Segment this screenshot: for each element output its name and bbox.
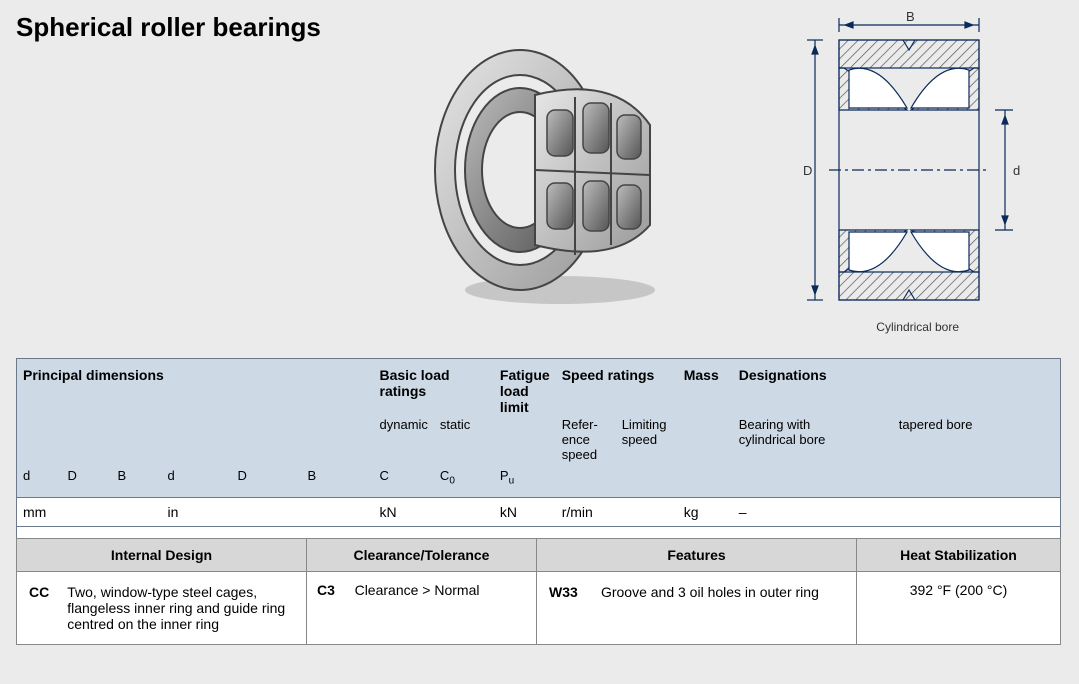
cell-features: W33 Groove and 3 oil holes in outer ring — [537, 572, 857, 645]
svg-text:D: D — [803, 163, 812, 178]
svg-text:d: d — [1013, 163, 1020, 178]
hdr-clearance: Clearance/Tolerance — [307, 539, 537, 572]
col-d-mm: d — [17, 464, 62, 497]
unit-in: in — [162, 497, 374, 526]
unit-kN: kN — [374, 497, 494, 526]
col-Pu: Pu — [494, 464, 556, 497]
cell-heat: 392 °F (200 °C) — [857, 572, 1061, 645]
svg-text:B: B — [906, 10, 915, 24]
hdr-speed: Speed ratings — [556, 359, 678, 418]
sub-tapered: tapered bore — [893, 417, 1061, 464]
hdr-basic-load: Basic load ratings — [374, 359, 494, 418]
bearing-tech-drawing: B D d — [769, 10, 1049, 320]
hdr-fatigue: Fatigue load limit — [494, 359, 556, 418]
cell-clearance: C3 Clearance > Normal — [307, 572, 537, 645]
tech-drawing-caption: Cylindrical bore — [876, 320, 959, 334]
unit-kN2: kN — [494, 497, 556, 526]
col-B-in: B — [302, 464, 374, 497]
unit-rmin: r/min — [556, 497, 678, 526]
bearing-3d-illustration — [420, 30, 680, 310]
page-title: Spherical roller bearings — [16, 12, 321, 43]
info-table: Internal Design Clearance/Tolerance Feat… — [16, 538, 1061, 645]
sub-dynamic: dynamic — [374, 417, 434, 464]
cell-internal: CC Two, window-type steel cages, flangel… — [17, 572, 307, 645]
hdr-internal-design: Internal Design — [17, 539, 307, 572]
sub-reference: Refer-encespeed — [556, 417, 616, 464]
hdr-features: Features — [537, 539, 857, 572]
hdr-designations: Designations — [733, 359, 1061, 418]
unit-mm: mm — [17, 497, 162, 526]
hdr-mass: Mass — [678, 359, 733, 418]
hdr-heat: Heat Stabilization — [857, 539, 1061, 572]
hdr-principal: Principal dimensions — [17, 359, 374, 418]
sub-static: static — [434, 417, 494, 464]
col-C0: C0 — [434, 464, 494, 497]
unit-dash: – — [733, 497, 1061, 526]
sub-limiting: Limitingspeed — [616, 417, 678, 464]
spec-table: Principal dimensions Basic load ratings … — [16, 358, 1061, 560]
col-d-in: d — [162, 464, 232, 497]
unit-kg: kg — [678, 497, 733, 526]
col-D-in: D — [232, 464, 302, 497]
col-C: C — [374, 464, 434, 497]
sub-bearing-cyl: Bearing withcylindrical bore — [733, 417, 893, 464]
col-D-mm: D — [62, 464, 112, 497]
col-B-mm: B — [112, 464, 162, 497]
